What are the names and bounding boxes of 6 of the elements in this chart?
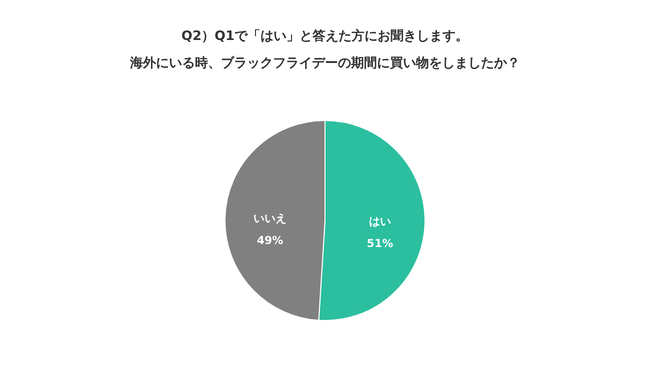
slice-label: いいえ — [254, 212, 287, 225]
slice-label: はい — [368, 215, 391, 228]
data-label: 49% — [256, 234, 284, 247]
chart-subtitle: 海外にいる時、ブラックフライデーの期間に買い物をしましたか？ — [129, 55, 520, 71]
chart-title: Q2）Q1で「はい」と答えた方にお聞きします。 — [181, 28, 469, 44]
data-label: 51% — [366, 237, 394, 250]
